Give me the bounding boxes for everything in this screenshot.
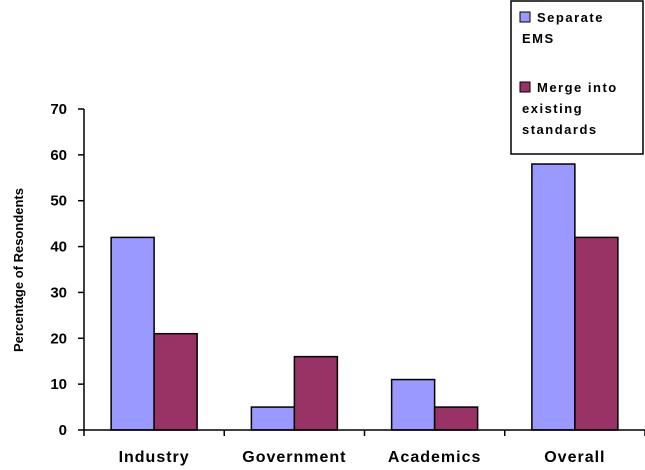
y-tick-label: 0 xyxy=(59,422,67,439)
bars-group xyxy=(110,163,619,431)
bar-separate-ems-industry xyxy=(110,236,155,431)
legend: Separate EMS Merge into existing standards xyxy=(510,0,644,155)
bar-merge-into-existing-academics xyxy=(433,406,479,431)
y-axis-label: Percentage of Resondents xyxy=(11,188,26,352)
legend-swatch xyxy=(519,11,531,23)
x-labels-group: Industry Government Academics Overall xyxy=(83,430,645,466)
y-tick-label: 30 xyxy=(50,284,67,301)
y-tick-label: 40 xyxy=(50,239,67,256)
y-tick-label: 60 xyxy=(50,147,67,164)
bar-merge-into-existing-government xyxy=(293,355,339,431)
legend-box xyxy=(510,0,644,155)
bar-separate-ems-academics xyxy=(390,378,436,431)
bar-separate-ems-overall xyxy=(531,163,576,431)
y-tick-label: 20 xyxy=(50,330,67,347)
y-tick-label: 70 xyxy=(50,101,67,118)
legend-label-line: EMS xyxy=(522,31,555,46)
bar-merge-into-existing-industry xyxy=(153,332,198,431)
legend-label-line: Separate xyxy=(537,10,604,25)
x-category-label: Academics xyxy=(388,449,482,466)
legend-swatch xyxy=(519,81,531,93)
y-ticks-group: 0 10 20 30 40 50 60 70 xyxy=(50,101,84,439)
legend-label-line: standards xyxy=(522,122,598,137)
bar-separate-ems-government xyxy=(250,406,296,431)
x-category-label: Overall xyxy=(544,449,605,466)
legend-label-line: existing xyxy=(522,101,583,116)
x-category-label: Industry xyxy=(119,449,190,466)
bar-merge-into-existing-overall xyxy=(574,236,619,431)
y-tick-label: 10 xyxy=(50,376,67,393)
y-tick-label: 50 xyxy=(50,193,67,210)
legend-label-line: Merge into xyxy=(537,80,618,95)
x-category-label: Government xyxy=(242,449,346,466)
